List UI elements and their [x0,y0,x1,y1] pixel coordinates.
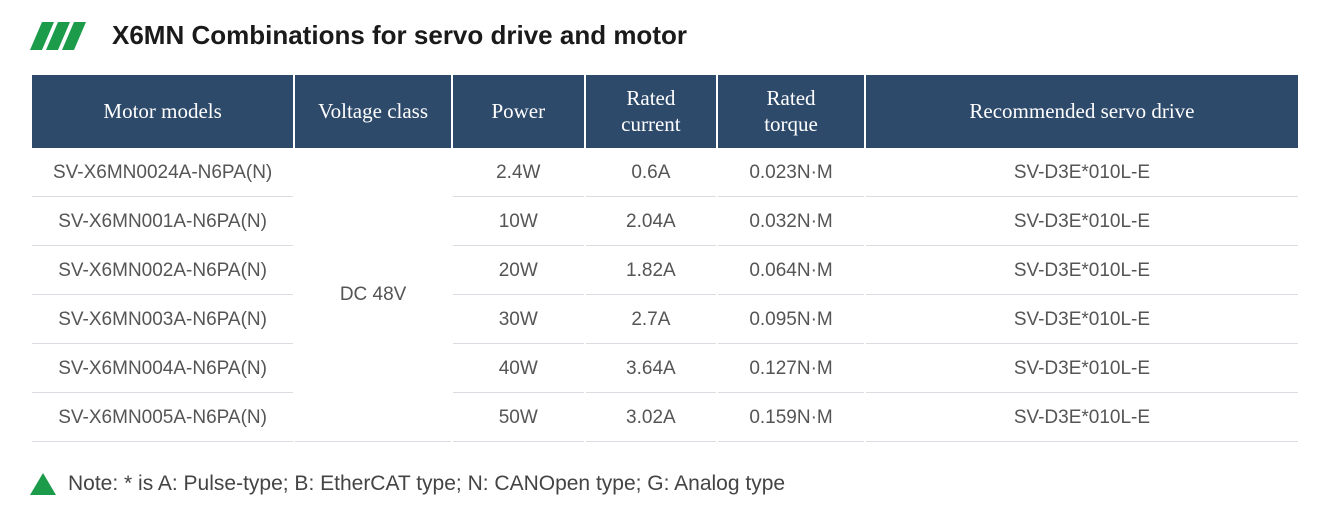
cell-torque: 0.159N·M [718,395,864,442]
cell-power: 10W [453,199,584,246]
cell-voltage: DC 48V [295,150,451,442]
table-row: SV-X6MN001A-N6PA(N) 10W 2.04A 0.032N·M S… [32,199,1298,246]
cell-torque: 0.127N·M [718,346,864,393]
table-row: SV-X6MN004A-N6PA(N) 40W 3.64A 0.127N·M S… [32,346,1298,393]
cell-power: 40W [453,346,584,393]
cell-current: 0.6A [586,150,717,197]
cell-model: SV-X6MN004A-N6PA(N) [32,346,293,393]
table-row: SV-X6MN005A-N6PA(N) 50W 3.02A 0.159N·M S… [32,395,1298,442]
cell-torque: 0.064N·M [718,248,864,295]
note-text: Note: * is A: Pulse-type; B: EtherCAT ty… [68,472,785,496]
table-header-row: Motor models Voltage class Power Ratedcu… [32,75,1298,148]
cell-power: 2.4W [453,150,584,197]
cell-drive: SV-D3E*010L-E [866,346,1298,393]
cell-model: SV-X6MN005A-N6PA(N) [32,395,293,442]
cell-power: 20W [453,248,584,295]
cell-torque: 0.032N·M [718,199,864,246]
cell-torque: 0.095N·M [718,297,864,344]
cell-model: SV-X6MN002A-N6PA(N) [32,248,293,295]
cell-model: SV-X6MN003A-N6PA(N) [32,297,293,344]
cell-current: 3.64A [586,346,717,393]
logo-slashes-icon [30,22,94,50]
table-row: SV-X6MN0024A-N6PA(N) DC 48V 2.4W 0.6A 0.… [32,150,1298,197]
cell-power: 30W [453,297,584,344]
cell-current: 3.02A [586,395,717,442]
cell-current: 2.7A [586,297,717,344]
cell-drive: SV-D3E*010L-E [866,150,1298,197]
cell-torque: 0.023N·M [718,150,864,197]
cell-drive: SV-D3E*010L-E [866,395,1298,442]
cell-current: 2.04A [586,199,717,246]
cell-drive: SV-D3E*010L-E [866,248,1298,295]
cell-current: 1.82A [586,248,717,295]
cell-model: SV-X6MN001A-N6PA(N) [32,199,293,246]
cell-drive: SV-D3E*010L-E [866,297,1298,344]
col-header-model: Motor models [32,75,293,148]
cell-model: SV-X6MN0024A-N6PA(N) [32,150,293,197]
col-header-torque: Ratedtorque [718,75,864,148]
col-header-voltage: Voltage class [295,75,451,148]
col-header-drive: Recommended servo drive [866,75,1298,148]
section-heading: X6MN Combinations for servo drive and mo… [30,20,1311,51]
page-title: X6MN Combinations for servo drive and mo… [112,20,687,51]
note: Note: * is A: Pulse-type; B: EtherCAT ty… [30,472,1311,496]
col-header-power: Power [453,75,584,148]
table-row: SV-X6MN003A-N6PA(N) 30W 2.7A 0.095N·M SV… [32,297,1298,344]
cell-power: 50W [453,395,584,442]
cell-drive: SV-D3E*010L-E [866,199,1298,246]
spec-table: Motor models Voltage class Power Ratedcu… [30,73,1300,444]
triangle-icon [30,473,56,495]
col-header-current: Ratedcurrent [586,75,717,148]
table-row: SV-X6MN002A-N6PA(N) 20W 1.82A 0.064N·M S… [32,248,1298,295]
